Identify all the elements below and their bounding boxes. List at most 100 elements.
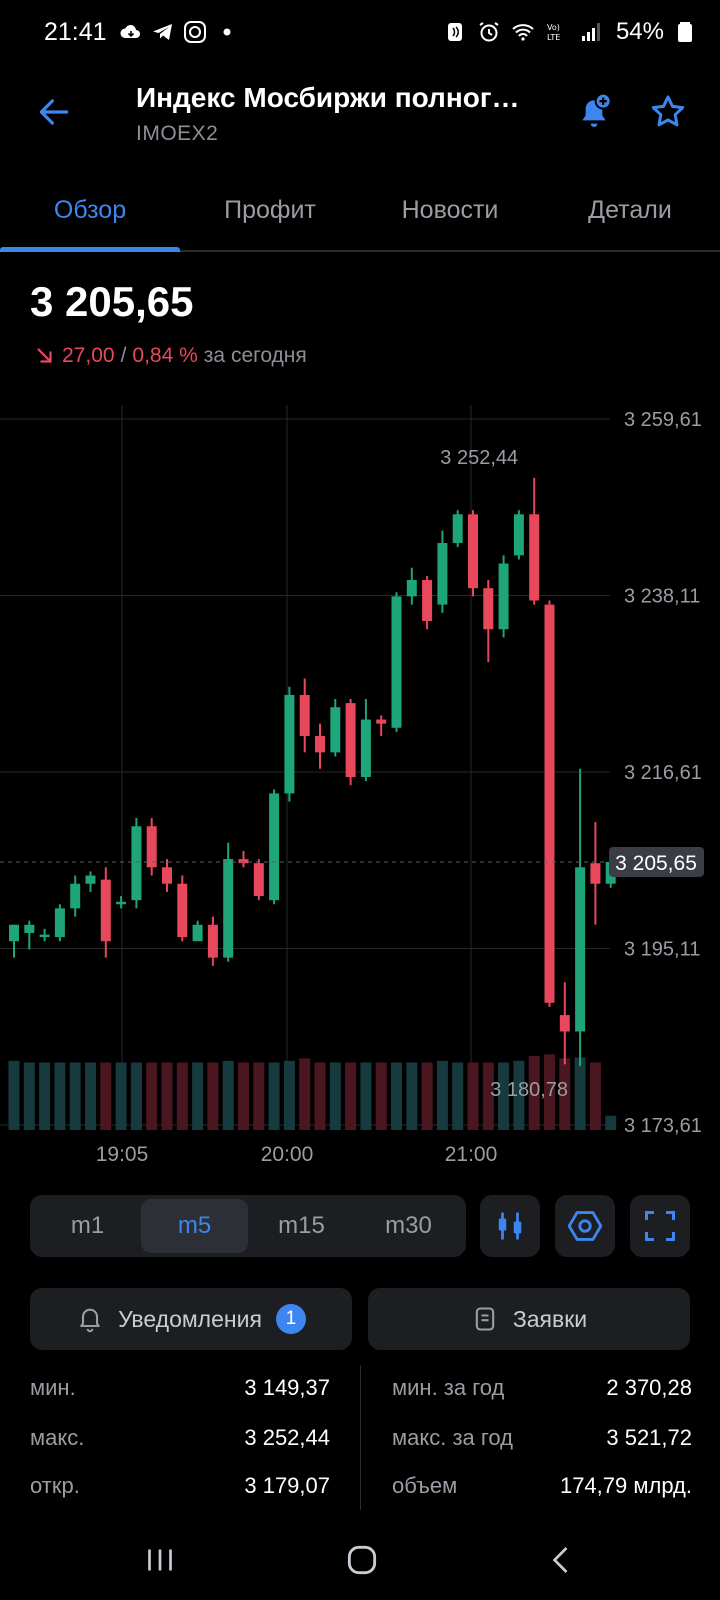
candle-body <box>345 703 356 778</box>
tab-bar: Обзор Профит Новости Детали <box>0 176 720 252</box>
svg-text:LTE: LTE <box>547 33 560 42</box>
svg-text:Vo): Vo) <box>547 23 560 32</box>
orders-button[interactable]: Заявки <box>368 1288 690 1350</box>
stat-label: мин. за год <box>392 1375 505 1400</box>
candles-icon <box>498 1212 522 1240</box>
tab-news[interactable]: Новости <box>401 196 499 224</box>
volume-bar <box>559 1058 571 1130</box>
system-icons: Vo) LTE 54% <box>442 18 698 46</box>
page-title: Индекс Мосбиржи полног… <box>136 82 520 113</box>
back-button[interactable] <box>30 88 78 136</box>
max-price-annotation: 3 252,44 <box>440 447 518 469</box>
home-icon <box>347 1545 377 1575</box>
candle-body <box>376 719 387 724</box>
telegram-icon <box>150 19 176 45</box>
candle-body <box>131 826 142 901</box>
volume-bar <box>605 1115 617 1130</box>
candle-body <box>422 579 433 622</box>
alerts-button[interactable]: Уведомления 1 <box>30 1288 352 1350</box>
timeframe-m15[interactable]: m15 <box>278 1212 325 1239</box>
x-axis-label: 21:00 <box>445 1143 498 1166</box>
candle-body <box>223 859 234 958</box>
x-axis-label: 20:00 <box>261 1143 314 1166</box>
home-button[interactable] <box>332 1538 392 1582</box>
star-icon <box>651 95 685 127</box>
volume-bar <box>176 1062 188 1130</box>
candle-body <box>253 863 264 897</box>
stat-label: макс. <box>30 1425 85 1450</box>
volume-bar <box>39 1062 51 1130</box>
candle-body <box>529 514 540 601</box>
timeframe-m5[interactable]: m5 <box>141 1199 248 1253</box>
candle-body <box>590 863 601 884</box>
system-back-button[interactable] <box>532 1538 592 1582</box>
add-alert-button[interactable] <box>570 88 618 136</box>
volume-bar <box>574 1057 586 1130</box>
notification-icons <box>118 18 240 46</box>
candle-body <box>330 707 341 753</box>
volume-bar <box>375 1062 387 1130</box>
timeframe-m1[interactable]: m1 <box>70 1212 105 1239</box>
volume-bar <box>268 1062 280 1130</box>
volume-bar <box>54 1062 66 1130</box>
volume-bar <box>146 1062 158 1130</box>
price-change: 27,00 / 0,84 % за сегодня <box>34 344 307 368</box>
candle-body <box>559 1015 570 1032</box>
stat-value: 2 370,28 <box>606 1375 692 1400</box>
change-separator: / <box>120 344 127 367</box>
candle-body <box>162 867 172 884</box>
candle-body <box>391 596 402 728</box>
volume-bar <box>421 1062 433 1130</box>
bell-plus-icon <box>582 92 612 127</box>
alerts-label: Уведомления <box>118 1305 262 1332</box>
indicators-button[interactable] <box>555 1195 615 1257</box>
volume-bar <box>467 1062 479 1130</box>
candle-body <box>315 735 325 753</box>
fullscreen-button[interactable] <box>630 1195 690 1257</box>
stat-value: 3 149,37 <box>244 1375 330 1400</box>
tab-overview[interactable]: Обзор <box>0 176 180 252</box>
stat-label: макс. за год <box>392 1425 514 1450</box>
alarm-icon <box>476 19 502 45</box>
volume-bar <box>69 1062 81 1130</box>
cloud-icon <box>118 19 144 45</box>
price-chart[interactable]: 3 259,61 3 238,11 3 216,61 3 195,11 3 173,61… <box>0 405 720 1185</box>
stat-label: откр. <box>30 1473 80 1498</box>
timeframe-m30[interactable]: m30 <box>385 1212 432 1239</box>
stat-volume: объем 174,79 млрд. <box>392 1466 692 1506</box>
volume-bar <box>253 1062 265 1130</box>
app-header: Индекс Мосбиржи полног… IMOEX2 <box>0 64 720 174</box>
stat-year-min: мин. за год 2 370,28 <box>392 1368 692 1408</box>
stat-label: объем <box>392 1473 458 1498</box>
candle-body <box>70 883 81 909</box>
stat-value: 174,79 млрд. <box>559 1473 692 1498</box>
nfc-icon <box>442 19 468 45</box>
favorite-button[interactable] <box>644 88 692 136</box>
candle-body <box>483 588 494 630</box>
volume-bar <box>482 1062 494 1130</box>
tab-details[interactable]: Детали <box>588 196 672 224</box>
document-icon <box>475 1307 495 1331</box>
fullscreen-icon <box>645 1211 675 1241</box>
candle-body <box>406 579 417 597</box>
stat-label: мин. <box>30 1375 76 1400</box>
orders-label: Заявки <box>512 1305 588 1332</box>
volume-bar <box>391 1062 402 1130</box>
candle-body <box>9 924 19 942</box>
candle-body <box>452 514 463 544</box>
volume-bar <box>8 1060 20 1130</box>
chart-type-button[interactable] <box>480 1195 540 1257</box>
bell-icon <box>80 1308 100 1333</box>
system-navbar <box>0 1520 720 1600</box>
y-axis-label: 3 238,11 <box>624 586 700 608</box>
volume-bar <box>115 1062 127 1130</box>
tab-profit[interactable]: Профит <box>224 196 316 224</box>
recent-apps-button[interactable] <box>130 1538 190 1582</box>
volume-bar <box>192 1062 204 1130</box>
candle-body <box>192 924 203 942</box>
volume-bar <box>498 1062 510 1130</box>
y-axis-label: 3 216,61 <box>624 762 702 784</box>
candle-body <box>24 924 35 933</box>
candlestick-chart[interactable]: 3 259,61 3 238,11 3 216,61 3 195,11 3 173,61… <box>0 405 720 1185</box>
volume-bar <box>314 1062 326 1130</box>
